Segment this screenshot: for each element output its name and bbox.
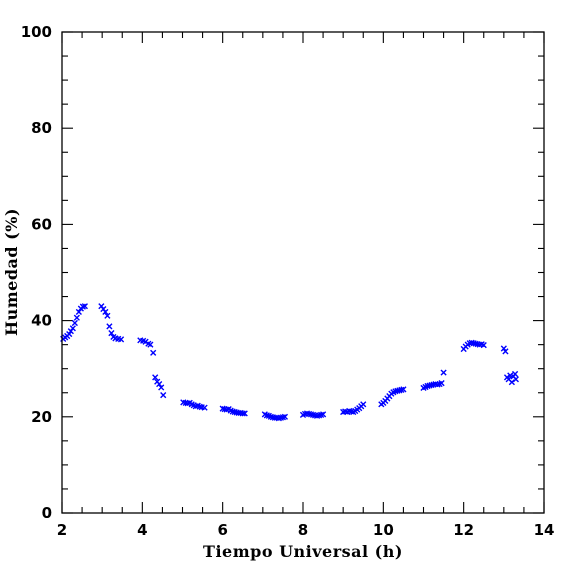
- plot-frame: [61, 31, 545, 514]
- data-point: [500, 345, 507, 352]
- data-point: [81, 303, 88, 310]
- data-point: [440, 369, 447, 376]
- x-tick-label: 4: [137, 521, 147, 539]
- major-ticks: [61, 31, 545, 514]
- x-tick-labels: 2 4 6 8 10 12 14: [57, 521, 555, 539]
- data-point: [71, 319, 78, 327]
- data-point: [75, 308, 82, 316]
- data-point: [69, 325, 76, 332]
- data-point: [512, 376, 519, 383]
- x-tick-label: 14: [534, 521, 555, 539]
- x-tick-label: 8: [298, 521, 308, 539]
- data-point: [241, 410, 248, 417]
- y-tick-label: 0: [42, 504, 52, 522]
- data-point: [147, 341, 154, 348]
- data-point: [508, 379, 515, 386]
- y-tick-label: 40: [31, 312, 52, 330]
- y-tick-label: 20: [31, 408, 52, 426]
- data-point: [480, 342, 487, 349]
- x-axis-title: Tiempo Universal (h): [203, 542, 403, 561]
- data-point: [239, 410, 246, 417]
- data-point: [66, 330, 73, 338]
- x-tick-label: 6: [217, 521, 227, 539]
- y-tick-label: 100: [21, 23, 52, 41]
- x-tick-label: 10: [373, 521, 394, 539]
- data-point: [281, 413, 289, 420]
- x-tick-label: 12: [453, 521, 474, 539]
- y-axis-title: Humedad (%): [2, 208, 21, 336]
- y-tick-label: 80: [31, 119, 52, 137]
- data-point: [108, 330, 115, 337]
- data-point: [117, 336, 125, 343]
- minor-ticks: [62, 32, 544, 513]
- data-point: [201, 404, 208, 411]
- data-point: [73, 314, 80, 321]
- data-point: [511, 370, 519, 378]
- data-point: [104, 312, 111, 319]
- data-point: [156, 380, 163, 388]
- data-point: [400, 386, 407, 393]
- data-point: [319, 411, 327, 418]
- data-point: [102, 308, 109, 316]
- data-point: [150, 349, 157, 356]
- data-points: [60, 303, 519, 422]
- data-point: [158, 384, 165, 391]
- x-tick-label: 2: [57, 521, 67, 539]
- data-point: [160, 392, 167, 399]
- data-point: [502, 348, 509, 355]
- data-point: [106, 323, 113, 330]
- data-point: [152, 374, 159, 381]
- data-point: [438, 380, 445, 387]
- y-tick-label: 60: [31, 215, 52, 233]
- y-tick-labels: 0 20 40 60 80 100: [21, 23, 52, 522]
- data-point: [360, 401, 367, 408]
